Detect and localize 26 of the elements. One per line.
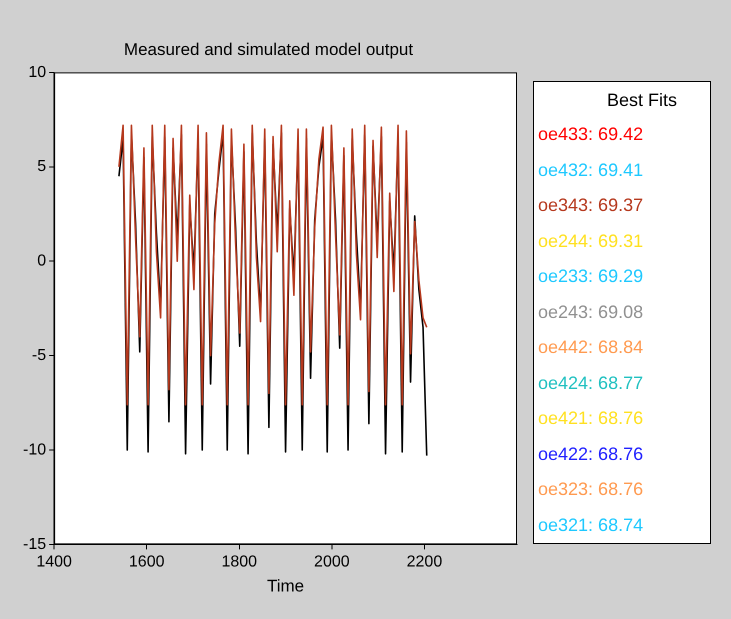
- legend-label: oe233: 69.29: [538, 265, 644, 288]
- y-tick-label: 10: [28, 64, 46, 81]
- x-tick-label: 1800: [221, 553, 258, 570]
- legend-title: Best Fits: [606, 90, 678, 111]
- legend-label: oe442: 68.84: [538, 336, 644, 359]
- legend-label: oe323: 68.76: [538, 478, 644, 501]
- x-axis-title: Time: [266, 576, 304, 596]
- x-tick-label: 1600: [128, 553, 165, 570]
- legend-label: oe244: 69.31: [538, 230, 644, 252]
- y-tick-label: -5: [32, 347, 46, 364]
- y-tick-label: -10: [23, 441, 46, 458]
- legend-label: oe432: 69.41: [538, 158, 644, 182]
- text: oe343: 69.37: [538, 194, 644, 217]
- x-tick-label: 1400: [36, 553, 72, 570]
- legend-label: oe422: 68.76: [538, 442, 644, 466]
- chart-title: Measured and simulated model output: [124, 40, 414, 59]
- y-tick-label: -15: [23, 536, 46, 553]
- x-tick-label: 2000: [314, 553, 350, 570]
- legend-label: oe424: 68.77: [538, 372, 644, 394]
- legend-label: oe321: 68.74: [538, 514, 644, 536]
- legend-label: oe243: 69.08: [538, 300, 644, 324]
- y-tick-label: 0: [37, 252, 46, 270]
- legend-label: oe433: 69.42: [538, 123, 644, 146]
- legend-label: oe421: 68.76: [538, 407, 644, 430]
- y-tick-label: 5: [37, 158, 46, 176]
- x-tick-label: 2200: [406, 553, 442, 570]
